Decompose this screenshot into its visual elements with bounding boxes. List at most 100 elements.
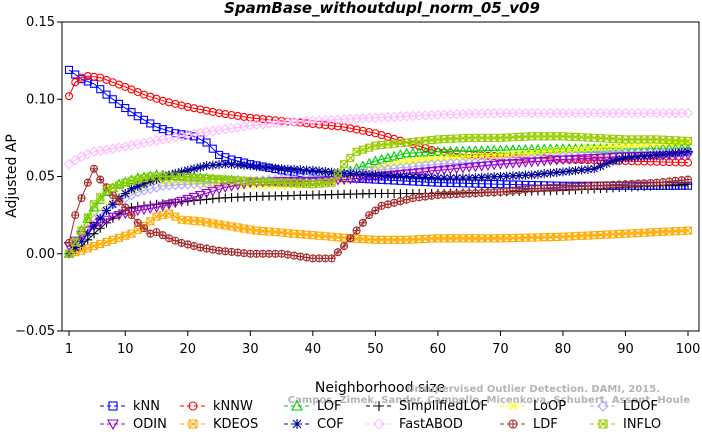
data-point (589, 164, 599, 174)
data-point (452, 153, 461, 161)
data-point (582, 154, 594, 164)
data-point (583, 164, 593, 174)
data-point (501, 144, 513, 155)
series-cof (64, 147, 693, 259)
data-point (419, 146, 431, 157)
data-point (127, 108, 136, 117)
data-point (358, 169, 368, 179)
data-point (570, 166, 580, 176)
legend-item: SimplifiedLOF (366, 399, 488, 414)
data-point (221, 110, 230, 119)
data-point (446, 153, 455, 162)
data-point (440, 153, 449, 162)
data-point (295, 165, 305, 175)
data-point (264, 163, 274, 173)
data-point (102, 90, 111, 99)
data-point (514, 171, 524, 181)
x-tick-label: 70 (492, 342, 509, 357)
data-point (283, 164, 293, 174)
data-point (89, 164, 99, 173)
data-point (552, 167, 562, 177)
x-axis-label: Neighborhood size (315, 380, 445, 396)
data-point (414, 172, 424, 182)
data-point (176, 130, 187, 142)
data-point (614, 155, 624, 165)
data-point (339, 168, 349, 178)
data-point (444, 165, 456, 175)
data-point (121, 103, 130, 113)
data-point (108, 199, 118, 209)
data-point (202, 161, 212, 171)
data-point (108, 191, 117, 200)
axis-ticks: 1 10 20 30 40 50 60 70 80 90 100 −0.05 0.00 0.05 0.10 0… (15, 15, 700, 357)
legend-label: KDEOS (213, 417, 258, 432)
data-point (265, 115, 274, 124)
data-point (239, 160, 249, 170)
data-point (602, 159, 612, 169)
data-point (682, 107, 694, 119)
x-tick-label: 60 (430, 342, 447, 357)
data-point (508, 401, 518, 411)
data-point (515, 149, 524, 158)
data-point (245, 161, 255, 171)
data-point (465, 152, 474, 161)
data-point (202, 194, 212, 204)
data-point (683, 175, 693, 184)
data-point (208, 144, 217, 153)
data-point (633, 152, 643, 162)
data-point (670, 148, 680, 158)
data-point (227, 110, 236, 120)
legend-item: KDEOS (180, 417, 258, 432)
x-tick-label: 90 (617, 342, 634, 357)
data-point (527, 148, 536, 157)
data-point (327, 254, 336, 263)
data-point (609, 142, 617, 151)
y-tick-label: 0.15 (26, 15, 55, 30)
data-point (602, 143, 611, 151)
data-point (152, 123, 161, 132)
data-point (551, 155, 563, 166)
data-point (432, 146, 444, 156)
data-point (291, 399, 303, 411)
data-point (407, 147, 419, 158)
data-point (427, 173, 437, 183)
data-point (519, 158, 531, 168)
data-point (427, 154, 436, 163)
data-point (258, 162, 268, 172)
data-point (215, 109, 224, 118)
data-point (219, 183, 231, 193)
data-point (71, 211, 80, 220)
legend-label: INFLO (623, 417, 661, 432)
data-point (482, 161, 494, 171)
data-point (83, 213, 92, 222)
data-point (144, 204, 156, 215)
data-point (608, 156, 618, 166)
data-point (615, 142, 624, 150)
data-point (64, 249, 74, 258)
data-point (365, 127, 374, 137)
legend-item: INFLO (590, 417, 661, 432)
data-point (358, 218, 367, 227)
data-point (421, 155, 430, 164)
data-point (558, 167, 568, 177)
data-point (382, 152, 394, 163)
y-tick-label: 0.00 (26, 247, 55, 262)
data-point (538, 156, 550, 167)
data-point (157, 201, 169, 212)
data-point (451, 145, 463, 156)
data-point (320, 167, 330, 177)
data-point (438, 165, 450, 176)
legend-label: FastABOD (399, 417, 463, 432)
data-point (464, 173, 474, 183)
data-point (607, 143, 619, 153)
data-point (188, 419, 198, 429)
data-point (133, 181, 143, 191)
data-point (358, 126, 367, 135)
legend: kNN kNNW LOF SimplifiedLOF LoOP LDOF ODIN KDEOS… (100, 399, 661, 432)
data-point (215, 150, 224, 159)
data-point (133, 218, 142, 227)
data-point (645, 150, 655, 160)
data-point (151, 182, 162, 193)
data-point (477, 151, 486, 160)
x-tick-label: 40 (305, 342, 322, 357)
